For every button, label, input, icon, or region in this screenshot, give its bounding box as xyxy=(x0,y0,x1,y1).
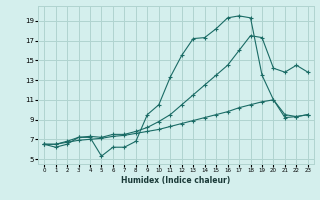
X-axis label: Humidex (Indice chaleur): Humidex (Indice chaleur) xyxy=(121,176,231,185)
